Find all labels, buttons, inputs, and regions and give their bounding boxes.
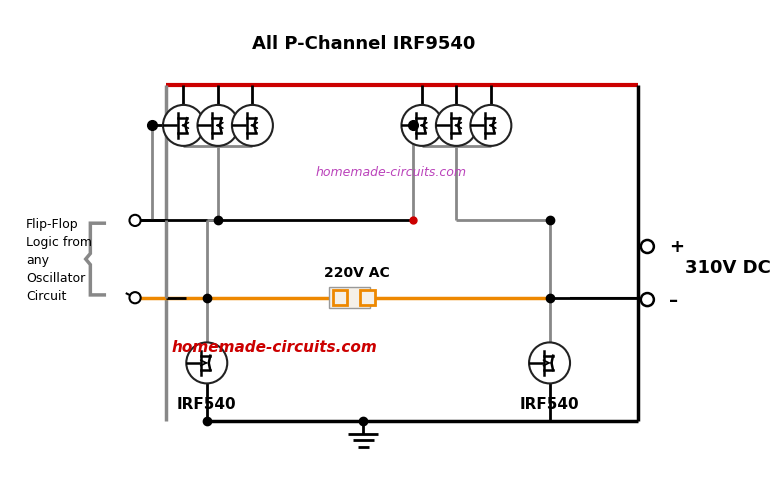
Text: +: + xyxy=(669,238,684,256)
Text: All P-Channel IRF9540: All P-Channel IRF9540 xyxy=(252,36,475,53)
Text: Flip-Flop
Logic from
any
Oscillator
Circuit: Flip-Flop Logic from any Oscillator Circ… xyxy=(26,217,92,302)
Text: –: – xyxy=(669,291,678,309)
Circle shape xyxy=(198,106,239,146)
Text: homemade-circuits.com: homemade-circuits.com xyxy=(315,166,467,179)
Text: homemade-circuits.com: homemade-circuits.com xyxy=(172,339,377,354)
Circle shape xyxy=(186,343,227,384)
Circle shape xyxy=(641,293,654,306)
Text: IRF540: IRF540 xyxy=(520,396,580,411)
Circle shape xyxy=(641,240,654,253)
Text: 220V AC: 220V AC xyxy=(324,265,390,279)
Circle shape xyxy=(129,292,140,304)
Text: IRF540: IRF540 xyxy=(177,396,236,411)
Circle shape xyxy=(163,106,204,146)
Circle shape xyxy=(529,343,570,384)
Bar xyxy=(329,288,370,308)
Bar xyxy=(360,291,375,306)
Circle shape xyxy=(232,106,273,146)
Circle shape xyxy=(129,216,140,227)
Circle shape xyxy=(401,106,443,146)
Circle shape xyxy=(436,106,477,146)
Bar xyxy=(332,291,347,306)
Text: 310V DC: 310V DC xyxy=(684,258,770,276)
Circle shape xyxy=(470,106,512,146)
